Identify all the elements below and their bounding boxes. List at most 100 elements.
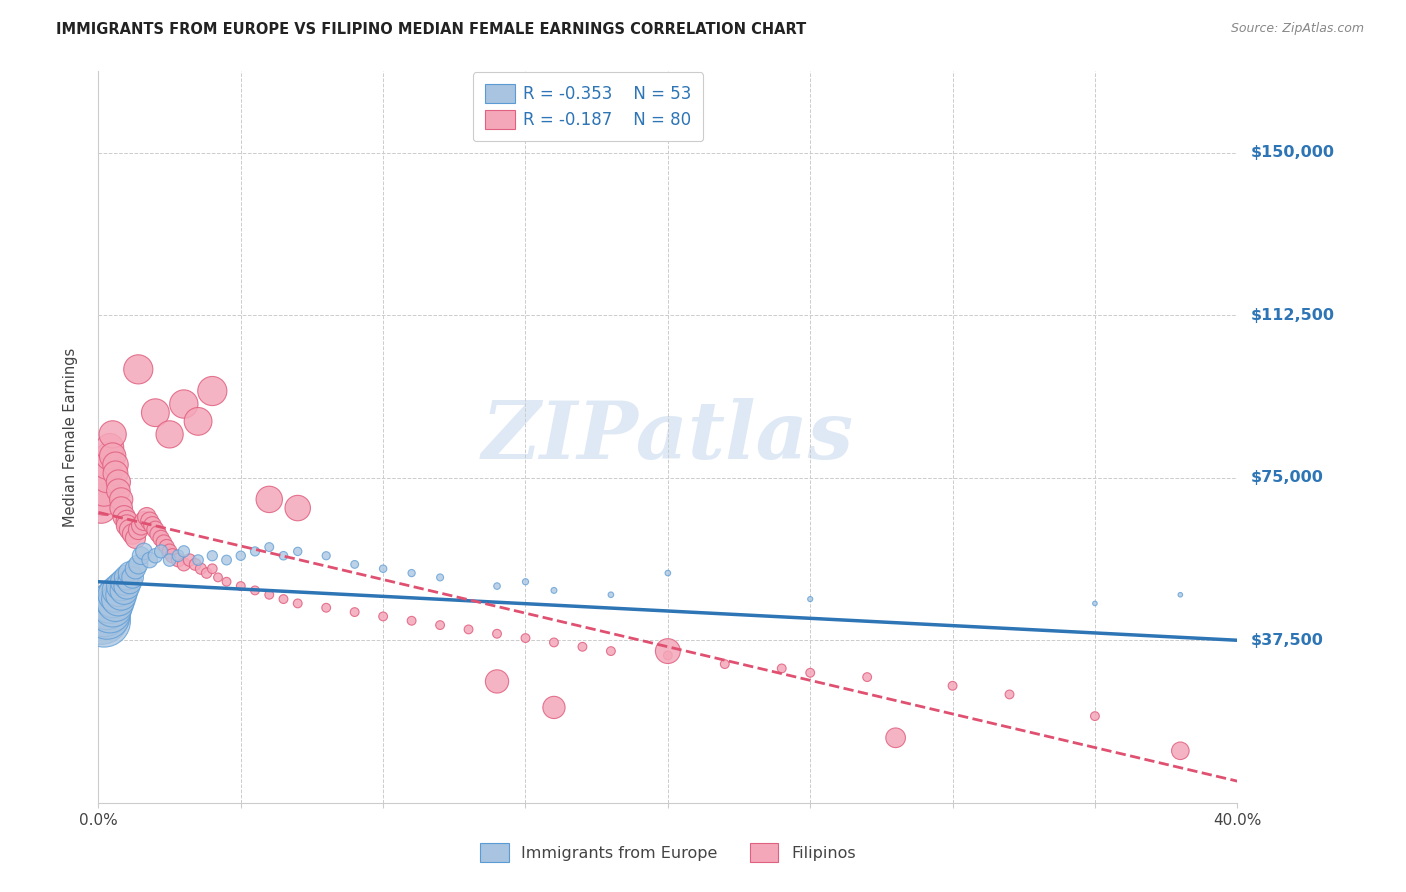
Point [287, 544, 309, 558]
Point [127, 558, 149, 572]
Point [243, 583, 266, 598]
Point [515, 574, 537, 589]
Point [93, 483, 115, 498]
Point [101, 592, 124, 607]
Point [273, 549, 295, 563]
Point [101, 427, 124, 442]
Point [98, 605, 121, 619]
Point [129, 549, 152, 563]
Point [156, 540, 179, 554]
Point [600, 644, 623, 658]
Point [110, 588, 132, 602]
Point [104, 458, 127, 472]
Point [770, 661, 793, 675]
Point [112, 574, 135, 589]
Point [129, 518, 152, 533]
Point [401, 566, 423, 580]
Point [343, 605, 366, 619]
Point [229, 549, 252, 563]
Point [110, 501, 132, 516]
Point [201, 384, 224, 398]
Point [187, 414, 209, 428]
Point [93, 492, 115, 507]
Point [1170, 588, 1192, 602]
Point [145, 406, 167, 420]
Point [486, 674, 509, 689]
Point [110, 579, 132, 593]
Point [135, 509, 157, 524]
Point [1084, 709, 1107, 723]
Text: ZIPatlas: ZIPatlas [482, 399, 853, 475]
Text: Source: ZipAtlas.com: Source: ZipAtlas.com [1230, 22, 1364, 36]
Text: $150,000: $150,000 [1251, 145, 1336, 161]
Point [543, 700, 565, 714]
Point [429, 570, 451, 584]
Point [429, 618, 451, 632]
Point [315, 600, 337, 615]
Point [112, 509, 135, 524]
Text: IMMIGRANTS FROM EUROPE VS FILIPINO MEDIAN FEMALE EARNINGS CORRELATION CHART: IMMIGRANTS FROM EUROPE VS FILIPINO MEDIA… [56, 22, 807, 37]
Point [187, 553, 209, 567]
Point [98, 441, 121, 455]
Point [145, 523, 167, 537]
Point [167, 553, 190, 567]
Legend: Immigrants from Europe, Filipinos: Immigrants from Europe, Filipinos [474, 837, 862, 868]
Point [173, 397, 195, 411]
Point [93, 605, 115, 619]
Point [201, 549, 224, 563]
Point [104, 467, 127, 481]
Point [98, 596, 121, 610]
Point [184, 558, 207, 572]
Point [942, 679, 965, 693]
Point [101, 449, 124, 463]
Point [998, 688, 1021, 702]
Point [657, 648, 679, 663]
Point [215, 574, 238, 589]
Point [486, 579, 509, 593]
Point [141, 518, 163, 533]
Point [243, 544, 266, 558]
Point [159, 553, 181, 567]
Point [179, 553, 201, 567]
Point [173, 558, 195, 572]
Point [159, 544, 181, 558]
Point [515, 631, 537, 645]
Point [98, 449, 121, 463]
Point [104, 588, 127, 602]
Point [127, 362, 149, 376]
Point [138, 514, 160, 528]
Point [714, 657, 737, 672]
Point [401, 614, 423, 628]
Point [118, 574, 141, 589]
Point [107, 592, 129, 607]
Point [150, 532, 173, 546]
Point [159, 427, 181, 442]
Point [543, 583, 565, 598]
Point [145, 549, 167, 563]
Text: $112,500: $112,500 [1251, 308, 1336, 323]
Point [93, 614, 115, 628]
Point [1170, 744, 1192, 758]
Point [1084, 596, 1107, 610]
Point [115, 579, 138, 593]
Point [287, 501, 309, 516]
Point [90, 501, 112, 516]
Point [856, 670, 879, 684]
Text: $75,000: $75,000 [1251, 470, 1324, 485]
Point [96, 609, 118, 624]
Point [273, 592, 295, 607]
Point [259, 492, 281, 507]
Point [571, 640, 593, 654]
Point [457, 623, 479, 637]
Point [543, 635, 565, 649]
Point [150, 544, 173, 558]
Point [110, 492, 132, 507]
Point [657, 644, 679, 658]
Point [259, 540, 281, 554]
Y-axis label: Median Female Earnings: Median Female Earnings [63, 348, 77, 526]
Point [207, 570, 229, 584]
Point [229, 579, 252, 593]
Point [315, 549, 337, 563]
Point [373, 562, 395, 576]
Point [104, 596, 127, 610]
